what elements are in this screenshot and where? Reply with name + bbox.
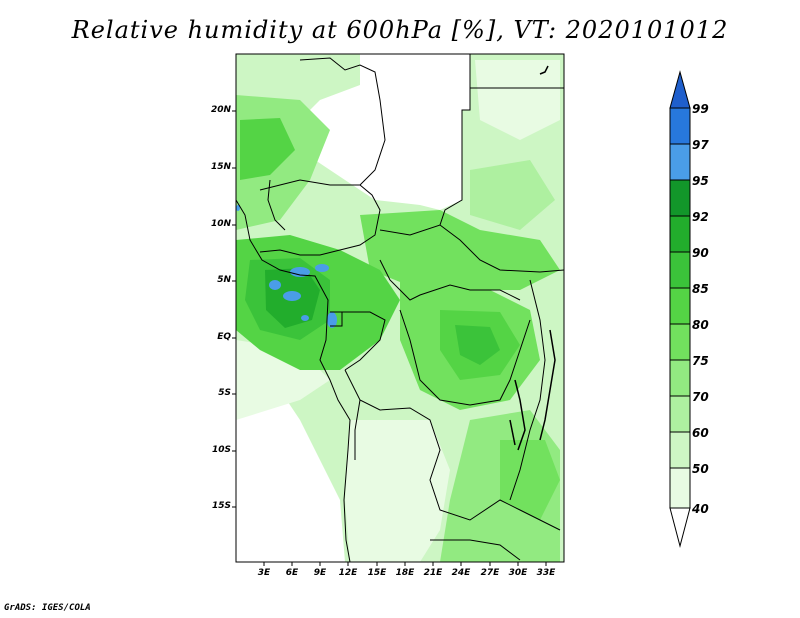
colorbar-label-70: 70	[692, 390, 709, 404]
lat-label-10n: 10N	[210, 219, 231, 229]
lon-label-18e: 18E	[395, 568, 415, 578]
colorbar-label-99: 99	[692, 102, 709, 116]
lon-label-3e: 3E	[257, 568, 271, 578]
lat-label-15s: 15S	[211, 501, 231, 511]
lon-label-6e: 6E	[285, 568, 299, 578]
colorbar	[669, 70, 691, 548]
colorbar-label-97: 97	[692, 138, 709, 152]
credit-text: GrADS: IGES/COLA	[4, 603, 91, 613]
lon-label-30e: 30E	[508, 568, 528, 578]
map-frame	[235, 53, 565, 563]
colorbar-label-40: 40	[692, 502, 709, 516]
lon-label-12e: 12E	[338, 568, 358, 578]
colorbar-label-50: 50	[692, 462, 709, 476]
colorbar-label-90: 90	[692, 246, 709, 260]
lat-label-5s: 5S	[218, 388, 231, 398]
colorbar-label-80: 80	[692, 318, 709, 332]
colorbar-label-95: 95	[692, 174, 709, 188]
colorbar-label-75: 75	[692, 354, 709, 368]
colorbar-label-60: 60	[692, 426, 709, 440]
lon-ticks	[263, 562, 547, 566]
colorbar-top-triangle	[669, 70, 691, 109]
colorbar-bottom-triangle	[669, 507, 691, 548]
map-title: Relative humidity at 600hPa [%], VT: 202…	[71, 16, 729, 44]
lon-label-24e: 24E	[451, 568, 471, 578]
lat-label-15n: 15N	[210, 162, 231, 172]
lon-label-15e: 15E	[367, 568, 387, 578]
lon-label-9e: 9E	[313, 568, 327, 578]
lat-ticks	[232, 110, 236, 508]
colorbar-label-85: 85	[692, 282, 709, 296]
lon-label-21e: 21E	[423, 568, 443, 578]
colorbar-label-92: 92	[692, 210, 709, 224]
humidity-field	[236, 54, 564, 562]
lat-label-20n: 20N	[210, 105, 231, 115]
lat-label-eq: EQ	[217, 332, 231, 342]
lon-label-33e: 33E	[536, 568, 556, 578]
lat-label-5n: 5N	[217, 275, 231, 285]
lon-label-27e: 27E	[480, 568, 500, 578]
lat-label-10s: 10S	[211, 445, 231, 455]
